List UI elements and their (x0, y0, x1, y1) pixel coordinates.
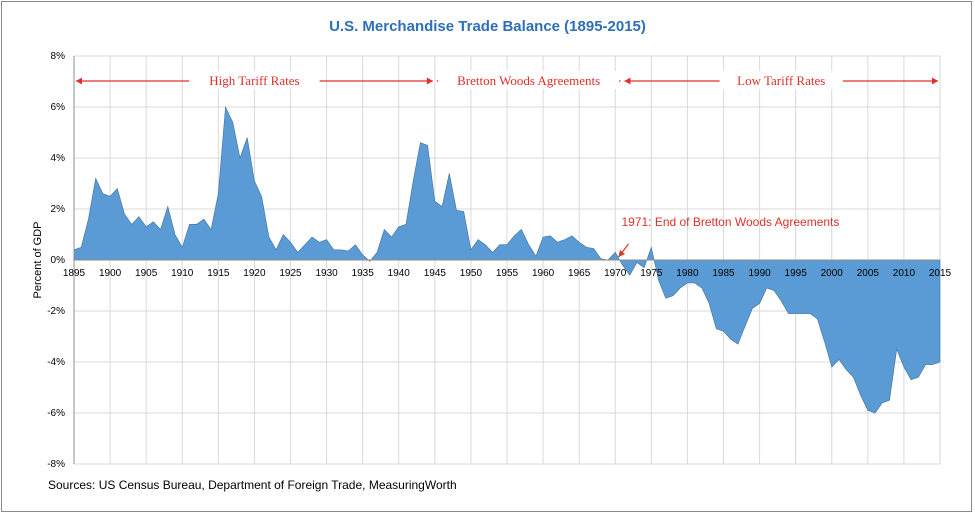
y-tick-labels: 8% 6% 4% 2% 0% -2% -4% -6% -8% (47, 51, 65, 470)
x-tick-label: 1940 (388, 268, 411, 279)
x-tick-label: 2015 (929, 268, 952, 279)
x-tick-labels: 1895 1900 1905 1910 1915 1920 1925 1930 1935 1940… (63, 268, 952, 279)
x-tick-label: 1915 (207, 268, 230, 279)
x-tick-label: 1895 (63, 268, 86, 279)
period-arrowhead-right (932, 77, 938, 85)
x-tick-label: 1995 (785, 268, 808, 279)
x-tick-label: 1935 (352, 268, 375, 279)
chart-title: U.S. Merchandise Trade Balance (1895-201… (329, 18, 646, 35)
axes (73, 56, 940, 464)
x-tick-label: 1960 (532, 268, 555, 279)
x-tick-label: 1985 (712, 268, 735, 279)
y-tick-label: 8% (51, 51, 66, 62)
period-label: Low Tariff Rates (737, 73, 825, 88)
annotation-text: 1971: End of Bretton Woods Agreements (621, 215, 839, 229)
x-tick-label: 1970 (604, 268, 627, 279)
period-annotations: High Tariff Rates Bretton Woods Agreement… (76, 71, 938, 89)
period-label: High Tariff Rates (209, 73, 299, 88)
y-tick-label: -6% (47, 408, 65, 419)
x-tick-label: 1925 (279, 268, 302, 279)
x-tick-label: 1980 (676, 268, 699, 279)
y-tick-label: 6% (51, 102, 66, 113)
period-label-bg (438, 71, 620, 89)
x-tick-label: 1900 (99, 268, 122, 279)
period-arrowhead-left (76, 77, 82, 85)
period-label: Bretton Woods Agreements (457, 73, 600, 88)
y-tick-label: 2% (51, 204, 66, 215)
x-tick-label: 1905 (135, 268, 158, 279)
y-tick-label: 4% (51, 153, 66, 164)
period-arrowhead-left (624, 77, 631, 85)
x-tick-label: 1910 (171, 268, 194, 279)
period-arrowhead-right (426, 77, 433, 85)
x-tick-label: 1955 (496, 268, 519, 279)
x-tick-label: 1930 (315, 268, 338, 279)
x-tick-label: 1990 (748, 268, 771, 279)
y-tick-label: -2% (47, 306, 65, 317)
x-tick-label: 1920 (243, 268, 266, 279)
x-tick-label: 2005 (857, 268, 880, 279)
x-tick-label: 2000 (821, 268, 844, 279)
x-tick-label: 1945 (424, 268, 447, 279)
x-tick-label: 1965 (568, 268, 591, 279)
source-note: Sources: US Census Bureau, Department of… (48, 478, 457, 492)
y-axis-label: Percent of GDP (32, 221, 44, 298)
y-tick-label: -8% (47, 459, 65, 470)
x-tick-label: 1950 (460, 268, 483, 279)
bretton-woods-end-annotation: 1971: End of Bretton Woods Agreements (617, 215, 839, 258)
x-tick-label: 1975 (640, 268, 663, 279)
period-label-bg (719, 71, 843, 89)
period-label-bg (189, 71, 320, 89)
y-tick-label: -4% (47, 357, 65, 368)
x-tick-label: 2010 (893, 268, 916, 279)
annotation-arrowhead (618, 250, 625, 257)
y-tick-label: 0% (51, 255, 66, 266)
